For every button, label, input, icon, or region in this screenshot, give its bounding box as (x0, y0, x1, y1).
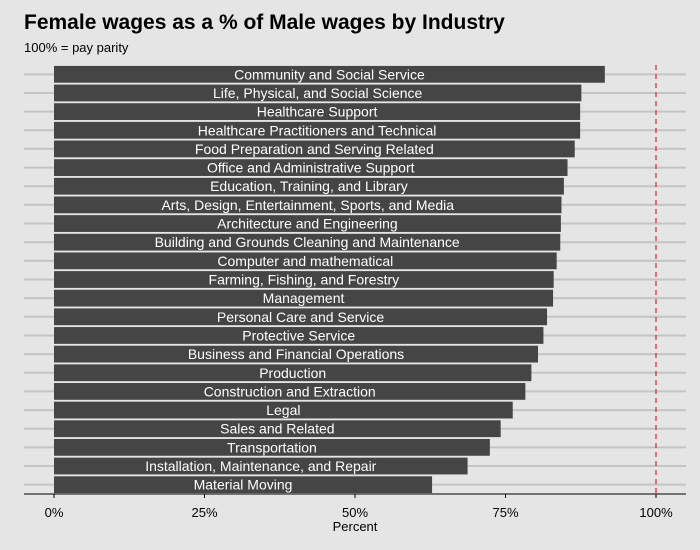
bar (54, 457, 468, 475)
x-tick-label: 0% (45, 505, 64, 520)
bar-label: Healthcare Practitioners and Technical (198, 122, 437, 138)
bar-label: Transportation (227, 439, 317, 455)
bar-label: Education, Training, and Library (210, 178, 408, 194)
bar-label: Computer and mathematical (217, 253, 393, 269)
bar (54, 345, 539, 363)
bar-label: Protective Service (242, 327, 355, 343)
bar (54, 327, 544, 344)
bar (54, 383, 526, 400)
bar-label: Arts, Design, Entertainment, Sports, and… (161, 197, 454, 213)
x-tick-label: 25% (191, 505, 217, 520)
bar (54, 159, 568, 176)
bar (54, 84, 582, 102)
bar (54, 401, 513, 419)
x-tick-label: 50% (342, 505, 368, 520)
bar-label: Farming, Fishing, and Forestry (209, 272, 400, 288)
bar-label: Food Preparation and Serving Related (195, 141, 434, 157)
x-tick-label: 100% (639, 505, 673, 520)
bar-label: Material Moving (194, 477, 293, 493)
x-tick-label: 75% (492, 505, 518, 520)
bar-label: Production (259, 365, 326, 381)
bar-label: Building and Grounds Cleaning and Mainte… (155, 234, 460, 250)
bar-label: Legal (266, 402, 300, 418)
bar (54, 65, 605, 83)
bar-label: Management (263, 290, 345, 306)
bar-label: Installation, Maintenance, and Repair (145, 458, 376, 474)
bar (54, 103, 581, 121)
bar (54, 420, 501, 438)
bar (54, 177, 564, 195)
bar-label: Community and Social Service (234, 66, 425, 82)
bar-label: Business and Financial Operations (188, 346, 404, 362)
bar (54, 140, 575, 158)
bar-label: Life, Physical, and Social Science (213, 85, 423, 101)
bar-label: Sales and Related (220, 421, 334, 437)
bar (54, 252, 557, 270)
bar (54, 121, 581, 139)
bar (54, 308, 548, 326)
bar-label: Office and Administrative Support (207, 160, 415, 176)
bar (54, 364, 532, 382)
bar-label: Healthcare Support (257, 104, 378, 120)
bar-label: Construction and Extraction (204, 383, 376, 399)
bar (54, 289, 554, 307)
bar (54, 271, 554, 288)
bar (54, 438, 490, 456)
bar (54, 215, 561, 232)
bar-label: Personal Care and Service (217, 309, 385, 325)
bar-label: Architecture and Engineering (217, 216, 398, 232)
chart-title: Female wages as a % of Male wages by Ind… (24, 11, 505, 34)
bar (54, 196, 562, 214)
bar (54, 233, 561, 251)
chart-subtitle: 100% = pay parity (24, 40, 129, 55)
bar (54, 476, 433, 494)
x-axis-title: Percent (333, 519, 378, 534)
